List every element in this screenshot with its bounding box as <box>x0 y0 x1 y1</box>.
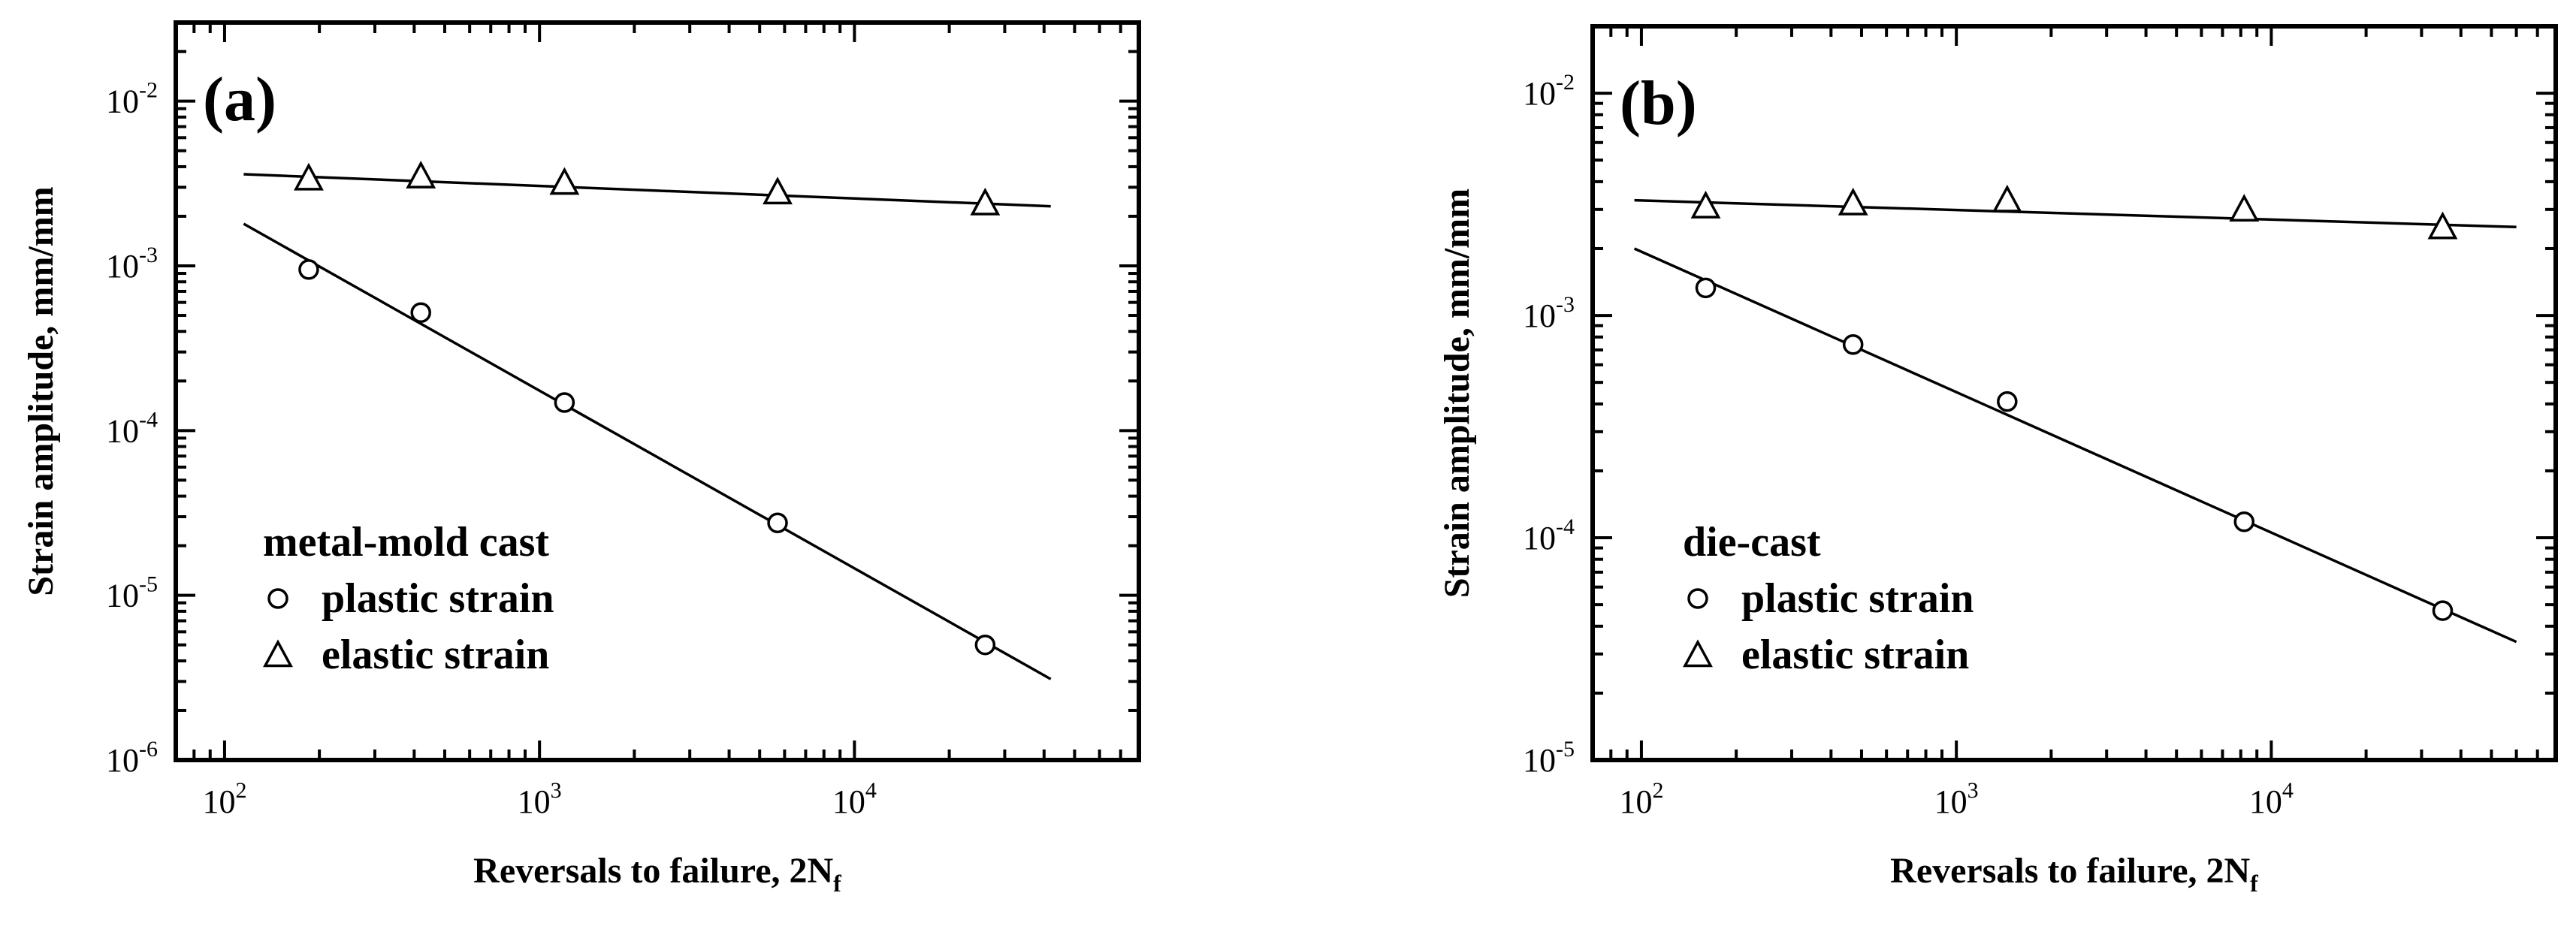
legend: die-cast plastic strain elastic strain <box>1683 519 1974 678</box>
series-plastic-strain <box>243 222 1052 680</box>
chart-panel-b: 102 103 104 10-5 10-4 10-3 10-2 Reversals to fa… <box>1437 24 2558 897</box>
x-axis-title: Reversals to failure, 2Nf <box>473 851 841 897</box>
legend-entry-label: elastic strain <box>1741 632 1969 678</box>
data-point-circle <box>1695 277 1717 299</box>
fit-line <box>243 222 1052 680</box>
y-tick-label: 10-4 <box>1523 514 1575 557</box>
x-axis-title: Reversals to failure, 2Nf <box>1890 851 2258 897</box>
data-point-triangle <box>406 160 436 189</box>
y-tick-label: 10-6 <box>106 737 158 779</box>
fit-line <box>243 173 1051 208</box>
y-tick-label: 10-3 <box>1523 292 1575 334</box>
y-axis-title: Strain amplitude, mm/mm <box>1437 189 1477 598</box>
data-point-triangle <box>549 167 580 195</box>
x-tick-label: 103 <box>518 778 562 820</box>
series-elastic-strain <box>1634 184 2517 240</box>
legend-marker-circle <box>267 588 288 609</box>
data-point-circle <box>2432 600 2454 621</box>
x-tick-label: 104 <box>832 778 877 820</box>
fit-line <box>1633 247 2517 644</box>
legend-marker-triangle <box>263 639 293 668</box>
data-point-triangle <box>763 176 793 205</box>
data-point-circle <box>410 302 431 324</box>
x-tick-label: 104 <box>2249 778 2294 820</box>
legend-entry-label: plastic strain <box>322 575 554 622</box>
y-tick-label: 10-5 <box>1523 737 1575 779</box>
data-point-circle <box>974 634 996 656</box>
data-point-circle <box>554 392 575 413</box>
data-point-triangle <box>2229 194 2260 222</box>
y-tick-label: 10-2 <box>1523 70 1575 112</box>
plot-frame <box>1590 24 2558 762</box>
y-axis-title: Strain amplitude, mm/mm <box>21 186 61 596</box>
panel-label: (a) <box>203 65 276 134</box>
legend-entry-label: plastic strain <box>1741 575 1974 622</box>
legend-title: die-cast <box>1683 519 1821 566</box>
y-tick-label: 10-5 <box>106 572 158 614</box>
legend-entry-label: elastic strain <box>322 632 549 678</box>
legend: metal-mold cast plastic strain elastic str… <box>263 519 554 678</box>
x-tick-label: 102 <box>202 778 246 820</box>
plot-frame <box>174 20 1141 762</box>
data-point-triangle <box>970 187 1001 216</box>
series-elastic-strain <box>243 160 1051 216</box>
data-point-triangle <box>1690 190 1721 219</box>
legend-marker-triangle <box>1683 639 1713 668</box>
y-tick-label: 10-4 <box>106 407 158 449</box>
x-tick-label: 103 <box>1934 778 1979 820</box>
panel-label: (b) <box>1620 68 1697 138</box>
data-point-triangle <box>1992 184 2022 213</box>
y-tick-label: 10-2 <box>106 78 158 120</box>
y-tick-label: 10-3 <box>106 243 158 285</box>
legend-title: metal-mold cast <box>263 519 549 566</box>
legend-marker-circle <box>1687 588 1708 609</box>
data-point-circle <box>1842 334 1864 355</box>
fit-line <box>1634 198 2517 229</box>
data-point-triangle <box>1838 187 1868 216</box>
data-point-triangle <box>2427 211 2458 240</box>
data-point-circle <box>298 259 319 280</box>
chart-panel-a: 102 103 104 10-6 10-5 10-4 10-3 10-2 Reversals t… <box>21 20 1141 897</box>
series-plastic-strain <box>1633 247 2517 644</box>
data-point-circle <box>2233 511 2255 532</box>
data-point-circle <box>767 512 788 534</box>
x-tick-label: 102 <box>1619 778 1663 820</box>
data-point-circle <box>1997 391 2018 412</box>
data-point-triangle <box>294 162 324 191</box>
